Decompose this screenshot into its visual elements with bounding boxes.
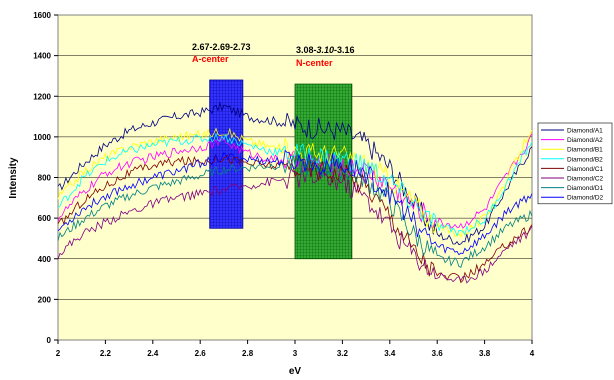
- x-axis-label: eV: [289, 366, 302, 375]
- legend-entry: Diamond/D1: [567, 185, 604, 192]
- series-line-1: [57, 133, 533, 229]
- x-axis-ticks: 2 2.2 2.4 2.6 2.8 3 3.2 3.4 3.6 3.8 4: [56, 340, 535, 358]
- series-line-5: [57, 166, 533, 284]
- series-lines: [57, 101, 533, 284]
- legend: Diamond/A1 Diamond/A2 Diamond/B1 Diamond/B2…: [537, 122, 613, 205]
- series-line-7: [57, 149, 533, 256]
- legend-entry: Diamond/B2: [567, 156, 603, 163]
- series-line-4: [57, 153, 533, 284]
- y-tick-label: 200: [38, 295, 52, 304]
- y-axis-ticks: 0 200 400 600 800 1000 1200 1400 1600: [33, 11, 58, 345]
- x-tick-label: 2.4: [147, 349, 159, 358]
- series-line-6: [57, 154, 533, 268]
- series-line-3: [57, 132, 533, 237]
- x-tick-label: 3.6: [432, 349, 444, 358]
- legend-entry: Diamond/C1: [567, 166, 604, 173]
- x-tick-label: 3: [293, 349, 298, 358]
- band-a-range-label: 2.67-2.69-2.73: [192, 42, 251, 52]
- legend-entry: Diamond/D2: [567, 195, 604, 202]
- band-0: [209, 79, 244, 229]
- series-line-2: [57, 127, 533, 238]
- x-tick-label: 2: [56, 349, 61, 358]
- y-tick-label: 1200: [33, 92, 51, 101]
- x-tick-label: 3.8: [479, 349, 491, 358]
- y-tick-label: 0: [47, 336, 52, 345]
- y-tick-label: 800: [38, 174, 52, 183]
- legend-box: [537, 122, 613, 205]
- x-tick-label: 3.2: [337, 349, 349, 358]
- legend-entry: Diamond/C2: [567, 176, 604, 183]
- x-tick-label: 2.2: [100, 349, 112, 358]
- x-tick-label: 2.8: [242, 349, 254, 358]
- x-tick-label: 2.6: [195, 349, 207, 358]
- band-n-range-label: 3.08-3.10-3.16: [296, 45, 355, 55]
- y-tick-label: 1600: [33, 11, 51, 20]
- legend-entry: Diamond/A1: [567, 128, 603, 135]
- y-tick-label: 400: [38, 255, 52, 264]
- x-tick-label: 3.4: [384, 349, 396, 358]
- y-axis-label: Intensity: [8, 157, 19, 199]
- y-tick-label: 1400: [33, 52, 51, 61]
- legend-entry: Diamond/A2: [567, 137, 603, 144]
- series-line-0: [57, 101, 533, 246]
- legend-entry: Diamond/B1: [567, 147, 603, 154]
- y-tick-label: 600: [38, 214, 52, 223]
- band-a-name-label: A-center: [192, 54, 229, 64]
- y-tick-label: 1000: [33, 133, 51, 142]
- band-n-name-label: N-center: [296, 58, 333, 68]
- x-tick-label: 4: [530, 349, 535, 358]
- band-labels: 2.67-2.69-2.73 A-center 3.08-3.10-3.16 N-ce…: [192, 42, 355, 68]
